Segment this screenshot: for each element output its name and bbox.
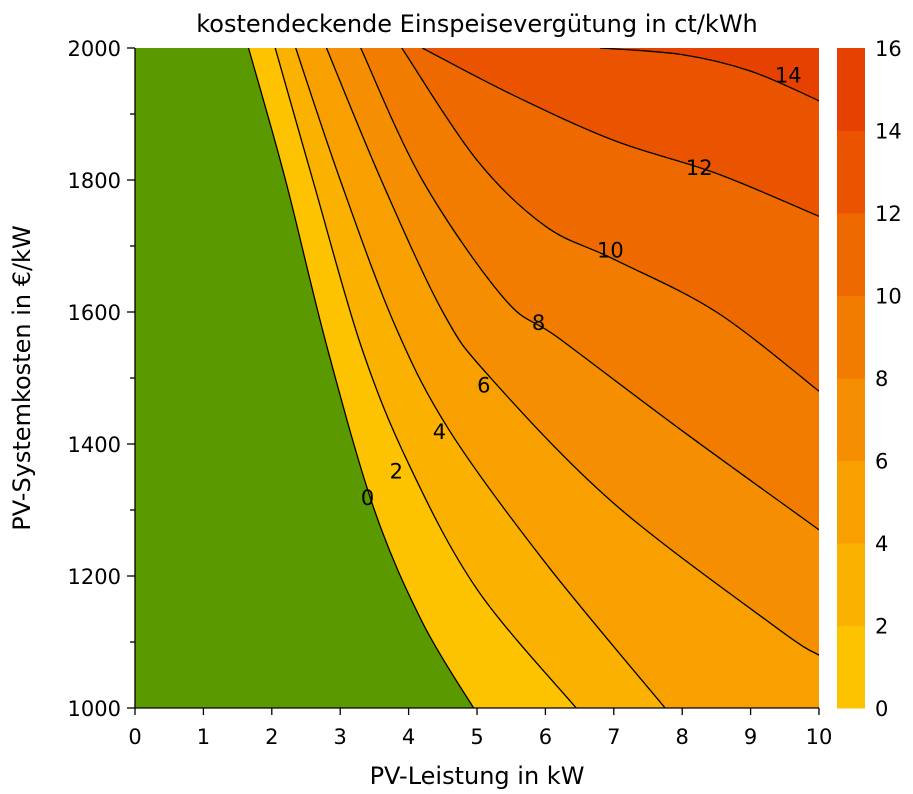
x-tick-label: 5 <box>470 725 483 749</box>
colorbar-band <box>837 213 865 296</box>
colorbar-tick-label: 8 <box>875 367 888 391</box>
colorbar-band <box>837 543 865 626</box>
contour-label-12: 12 <box>686 156 713 180</box>
contour-line-10 <box>401 48 819 392</box>
colorbar-band <box>837 460 865 544</box>
contour-line-12 <box>421 48 819 217</box>
x-tick-label: 10 <box>806 725 833 749</box>
x-tick-label: 6 <box>539 725 552 749</box>
contour-label-14: 14 <box>775 63 802 87</box>
contour-line-0 <box>247 48 475 708</box>
x-axis-title: PV-Leistung in kW <box>370 762 585 790</box>
colorbar-tick-label: 14 <box>875 120 902 144</box>
colorbar-tick-label: 0 <box>875 697 888 721</box>
contour-line-4 <box>295 48 666 708</box>
x-tick-label: 0 <box>128 725 141 749</box>
colorbar-tick-label: 2 <box>875 615 888 639</box>
x-tick-label: 2 <box>265 725 278 749</box>
y-tick-label: 1400 <box>68 433 121 457</box>
contour-fill-above-14 <box>600 48 819 101</box>
colorbar: 0 2 4 6 8 10 12 14 16 <box>837 37 902 721</box>
colorbar-tick-label: 12 <box>875 202 902 226</box>
colorbar-band <box>837 295 865 379</box>
contour-label-4: 4 <box>433 420 446 444</box>
contour-line-6 <box>325 48 819 656</box>
colorbar-band <box>837 130 865 214</box>
colorbar-band <box>837 625 865 709</box>
y-axis-title: PV-Systemkosten in €/kW <box>8 225 36 530</box>
colorbar-tick-label: 6 <box>875 450 888 474</box>
colorbar-band <box>837 48 865 131</box>
x-tick-label: 1 <box>197 725 210 749</box>
y-tick-label: 1600 <box>68 301 121 325</box>
contour-line-2 <box>274 48 577 708</box>
y-tick-label: 2000 <box>68 37 121 61</box>
x-tick-label: 9 <box>744 725 757 749</box>
contour-label-10: 10 <box>597 238 624 262</box>
contour-label-2: 2 <box>390 459 403 483</box>
colorbar-tick-label: 4 <box>875 532 888 556</box>
x-tick-label: 4 <box>402 725 415 749</box>
plot-area: 02 4 6 8 10 12 14 <box>135 48 819 708</box>
contour-line-8 <box>360 48 819 531</box>
chart-title: kostendeckende Einspeisevergütung in ct/… <box>196 10 758 38</box>
contour-label-6: 6 <box>477 374 490 398</box>
x-tick-label: 7 <box>607 725 620 749</box>
contour-line-14 <box>600 48 819 102</box>
x-tick-label: 3 <box>334 725 347 749</box>
contour-lines <box>247 48 819 708</box>
contour-labels: 02 4 6 8 10 12 14 <box>361 63 802 509</box>
contour-label-8: 8 <box>532 311 545 335</box>
colorbar-tick-label: 10 <box>875 285 902 309</box>
colorbar-tick-label: 16 <box>875 37 902 61</box>
y-tick-label: 1800 <box>68 169 121 193</box>
y-tick-label: 1200 <box>68 565 121 589</box>
colorbar-band <box>837 378 865 461</box>
contour-label-0: 0 <box>361 486 374 510</box>
x-tick-label: 8 <box>676 725 689 749</box>
y-tick-label: 1000 <box>68 697 121 721</box>
